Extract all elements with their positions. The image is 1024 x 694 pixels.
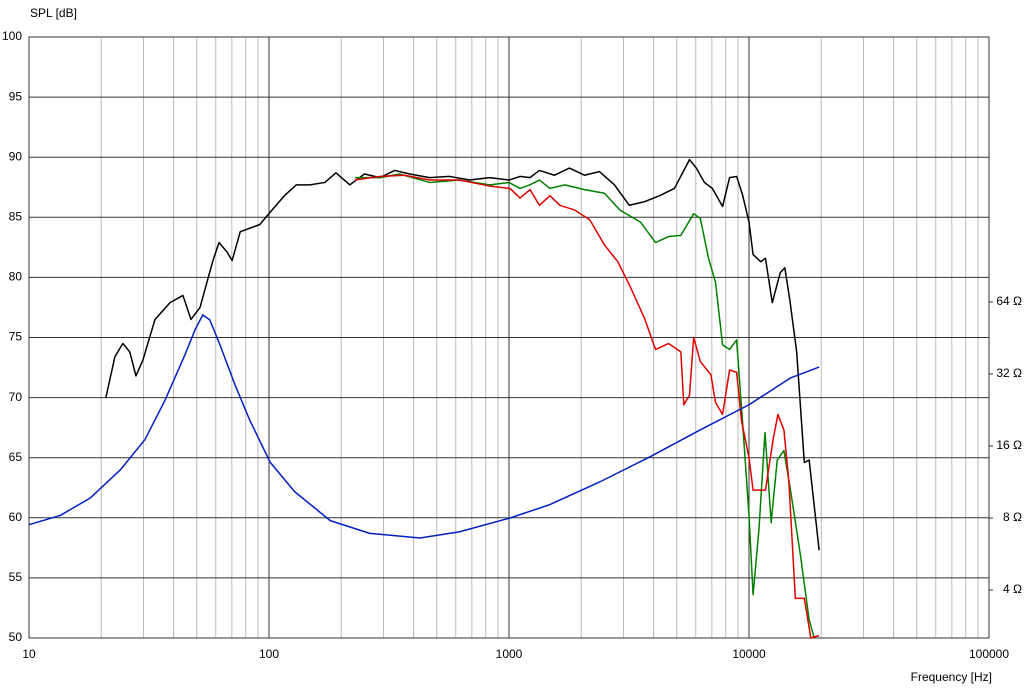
x-axis-label: Frequency [Hz]: [911, 670, 992, 684]
series-line: [354, 174, 820, 639]
y2-tick-label: 8 Ω: [1003, 510, 1022, 524]
x-tick-label: 10000: [732, 647, 766, 661]
y-tick-label: 75: [9, 330, 23, 344]
y2-tick-label: 4 Ω: [1003, 582, 1022, 596]
x-tick-label: 100000: [969, 647, 1009, 661]
y-tick-label: 90: [9, 149, 23, 163]
series-line: [28, 314, 820, 539]
y-tick-label: 55: [9, 570, 23, 584]
y-tick-label: 80: [9, 270, 23, 284]
y2-tick-label: 64 Ω: [996, 294, 1022, 308]
x-tick-label: 1000: [496, 647, 523, 661]
series-line: [354, 173, 815, 639]
y2-tick-label: 16 Ω: [996, 438, 1022, 452]
y-tick-label: 50: [9, 630, 23, 644]
y-axis-label: SPL [dB]: [30, 6, 77, 20]
y-tick-label: 60: [9, 510, 23, 524]
y-tick-label: 95: [9, 89, 23, 103]
y-tick-label: 85: [9, 209, 23, 223]
x-tick-label: 10: [22, 647, 36, 661]
x-tick-label: 100: [259, 647, 279, 661]
series-line: [105, 158, 820, 551]
y-tick-label: 100: [2, 29, 22, 43]
y2-tick-label: 32 Ω: [996, 366, 1022, 380]
y-tick-label: 65: [9, 450, 23, 464]
y-tick-label: 70: [9, 390, 23, 404]
